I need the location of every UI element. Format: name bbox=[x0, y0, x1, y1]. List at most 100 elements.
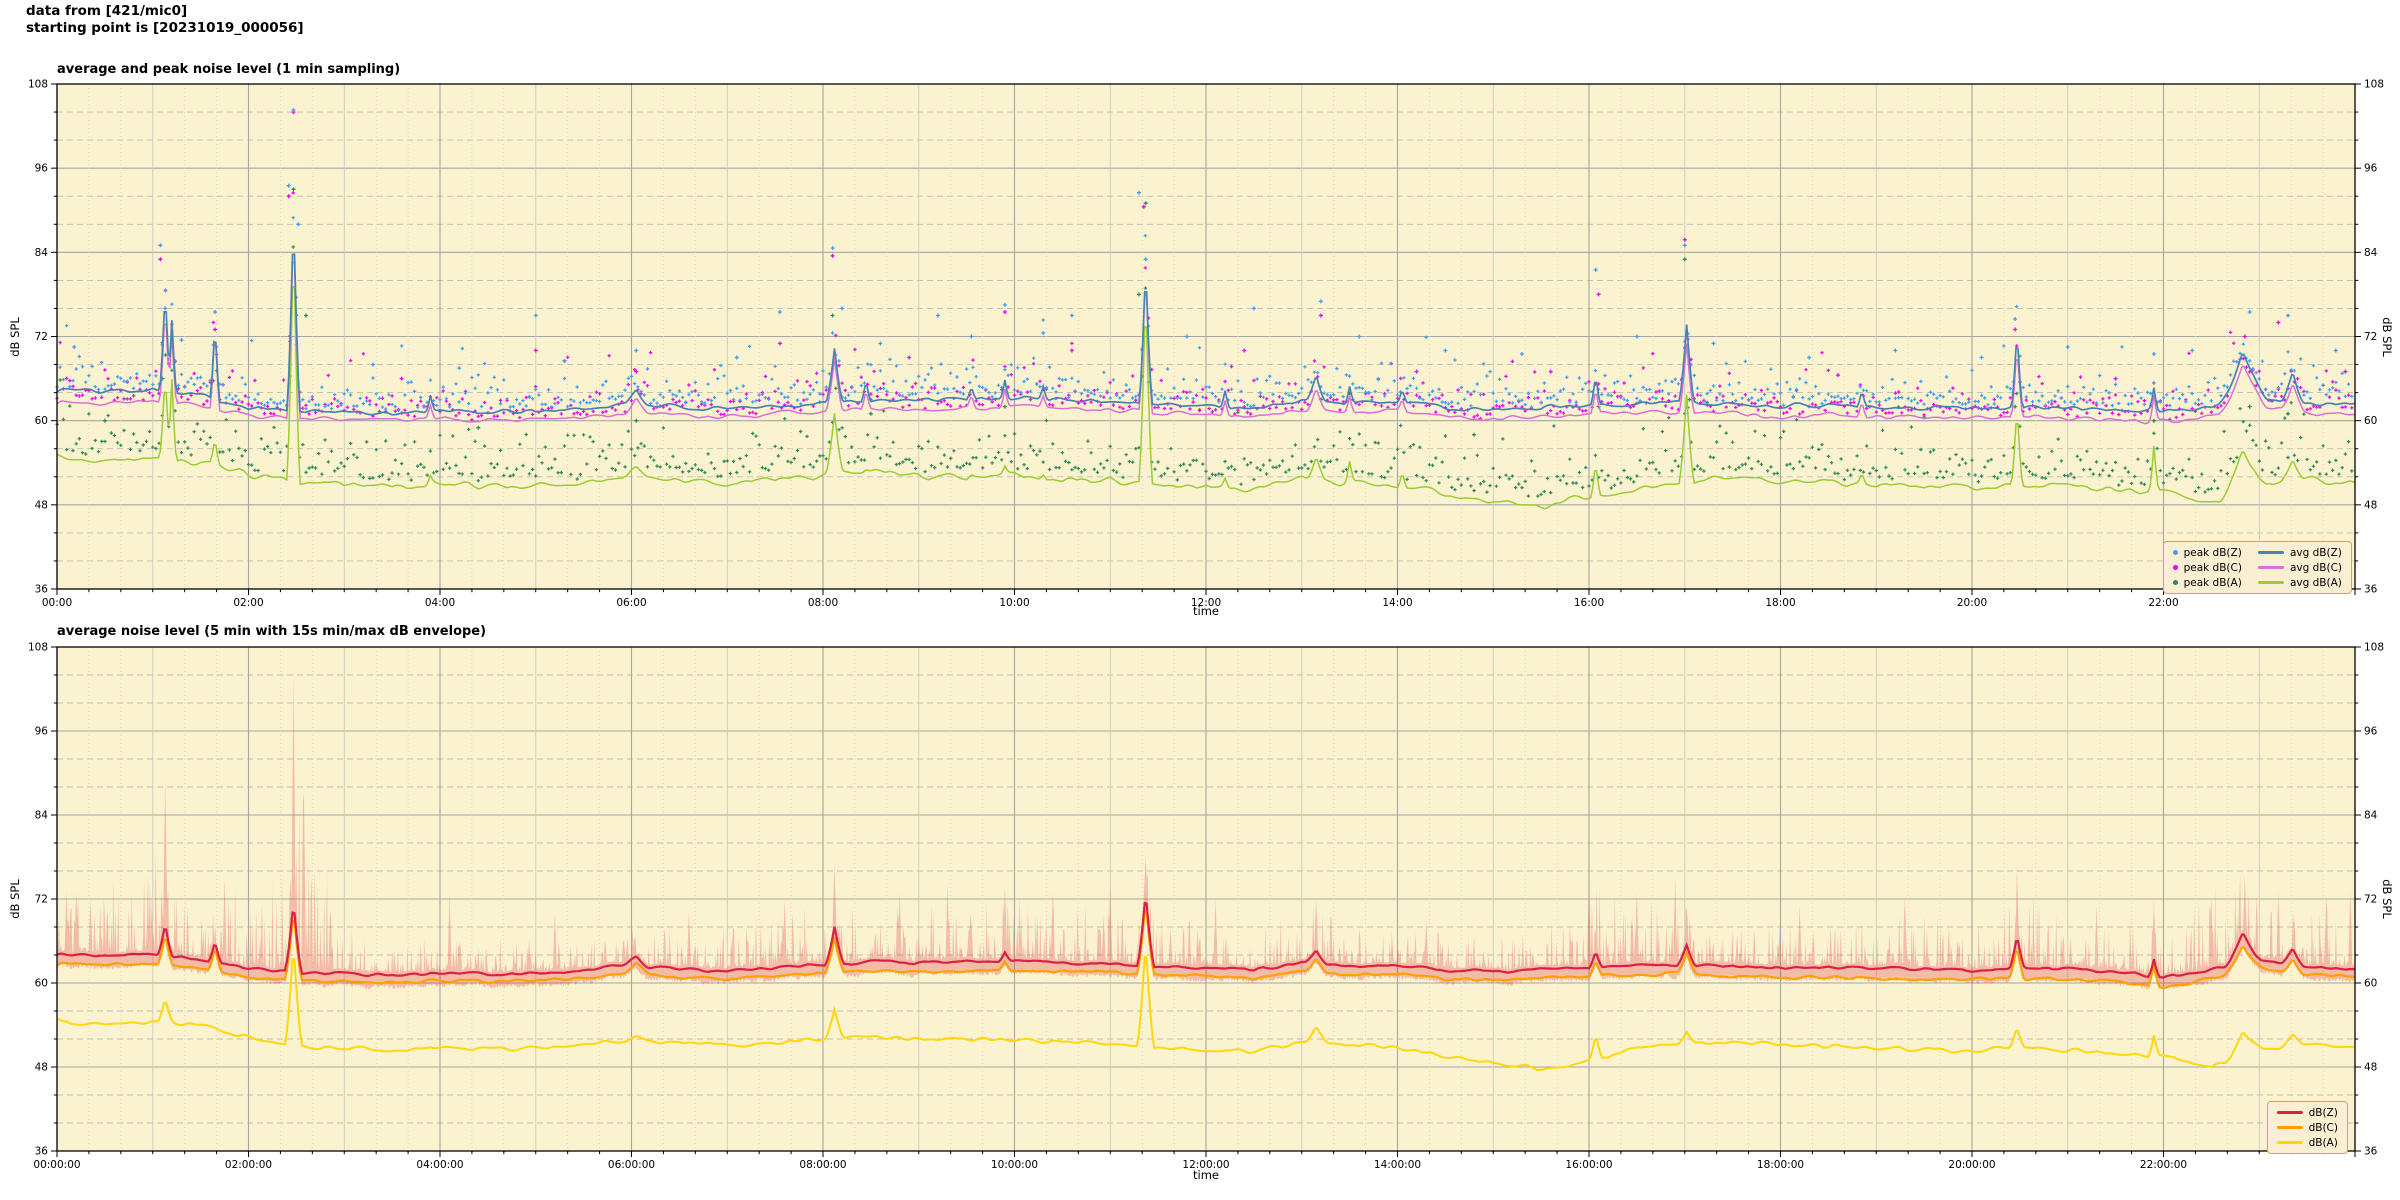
top-yaxis-label-right: dB SPL bbox=[2380, 317, 2394, 357]
y-tick-label: 48 bbox=[35, 499, 48, 511]
legend-marker-line bbox=[2276, 1110, 2303, 1115]
y-tick-label: 48 bbox=[35, 1062, 48, 1074]
y-tick-label: 36 bbox=[2364, 1146, 2378, 1158]
y-tick-label: 72 bbox=[2364, 331, 2377, 343]
legend-item: peak dB(A) bbox=[2172, 575, 2242, 590]
y-tick-label: 108 bbox=[2364, 79, 2384, 91]
y-tick-label: 36 bbox=[2364, 584, 2378, 596]
legend-label: peak dB(C) bbox=[2183, 561, 2242, 574]
legend-marker-dot bbox=[2172, 565, 2178, 570]
legend-item: dB(A) bbox=[2276, 1135, 2338, 1150]
bottom-yaxis-label-left: dB SPL bbox=[8, 879, 22, 919]
y-tick-label: 96 bbox=[35, 163, 49, 175]
legend-label: peak dB(A) bbox=[2183, 576, 2242, 589]
legend-marker-line bbox=[2257, 580, 2284, 585]
x-tick-label: 22:00:00 bbox=[2140, 1159, 2187, 1171]
y-tick-label: 48 bbox=[2364, 1062, 2377, 1074]
y-tick-label: 96 bbox=[2364, 163, 2378, 175]
y-tick-label: 108 bbox=[28, 79, 48, 91]
y-tick-label: 60 bbox=[35, 978, 48, 990]
top-chart-title: average and peak noise level (1 min samp… bbox=[57, 62, 401, 77]
x-tick-label: 10:00:00 bbox=[991, 1159, 1038, 1171]
legend-label: avg dB(C) bbox=[2289, 561, 2342, 574]
legend-marker-line bbox=[2257, 550, 2284, 555]
x-tick-label: 00:00:00 bbox=[33, 1159, 80, 1171]
y-tick-label: 36 bbox=[35, 584, 49, 596]
line-avg-dBA bbox=[56, 285, 2356, 510]
legend-item: peak dB(Z) bbox=[2172, 545, 2242, 560]
y-tick-label: 60 bbox=[35, 415, 48, 427]
x-tick-label: 02:00 bbox=[233, 597, 263, 609]
top-xaxis-label: time bbox=[1193, 604, 1219, 618]
scatter-peak-dBZ-outliers bbox=[72, 108, 2338, 371]
y-tick-label: 84 bbox=[2364, 810, 2378, 822]
legend-item: peak dB(C) bbox=[2172, 560, 2242, 575]
x-tick-label: 08:00:00 bbox=[799, 1159, 846, 1171]
x-tick-label: 20:00:00 bbox=[1948, 1159, 1995, 1171]
y-tick-label: 108 bbox=[28, 642, 48, 654]
x-tick-label: 00:00 bbox=[42, 597, 72, 609]
y-tick-label: 84 bbox=[35, 247, 49, 259]
x-tick-label: 14:00 bbox=[1382, 597, 1412, 609]
x-tick-label: 12:00 bbox=[1191, 597, 1221, 609]
x-tick-label: 06:00 bbox=[616, 597, 646, 609]
x-tick-label: 18:00 bbox=[1765, 597, 1795, 609]
scatter-peak-dBC-outliers bbox=[158, 110, 2348, 381]
legend-label: avg dB(A) bbox=[2289, 576, 2342, 589]
y-tick-label: 72 bbox=[35, 894, 48, 906]
line-dBC bbox=[56, 909, 2355, 990]
x-tick-label: 04:00:00 bbox=[416, 1159, 463, 1171]
y-tick-label: 60 bbox=[2364, 415, 2377, 427]
header-line2: starting point is [20231019_000056] bbox=[26, 19, 304, 36]
legend-item: avg dB(C) bbox=[2257, 560, 2342, 575]
legend-label: dB(A) bbox=[2308, 1136, 2338, 1149]
x-tick-label: 04:00 bbox=[425, 597, 455, 609]
bottom-xaxis-label: time bbox=[1193, 1168, 1219, 1182]
line-avg-dBZ bbox=[56, 253, 2356, 416]
y-tick-label: 72 bbox=[2364, 894, 2377, 906]
x-tick-label: 10:00 bbox=[999, 597, 1029, 609]
bottom-yaxis-label-right: dB SPL bbox=[2380, 879, 2394, 919]
top-chart-legend: peak dB(Z) peak dB(C) peak dB(A) avg dB(Z) a… bbox=[2162, 541, 2352, 594]
line-dBA bbox=[56, 955, 2355, 1072]
x-tick-label: 20:00 bbox=[1957, 597, 1987, 609]
x-tick-label: 12:00:00 bbox=[1182, 1159, 1229, 1171]
legend-marker-line bbox=[2276, 1140, 2303, 1145]
legend-item: avg dB(A) bbox=[2257, 575, 2342, 590]
y-tick-label: 96 bbox=[35, 726, 49, 738]
x-tick-label: 22:00 bbox=[2148, 597, 2178, 609]
legend-label: avg dB(Z) bbox=[2289, 546, 2342, 559]
legend-marker-line bbox=[2257, 565, 2284, 570]
y-tick-label: 48 bbox=[2364, 499, 2377, 511]
legend-label: peak dB(Z) bbox=[2183, 546, 2242, 559]
y-tick-label: 108 bbox=[2364, 642, 2384, 654]
y-tick-label: 84 bbox=[35, 810, 49, 822]
bottom-chart-title: average noise level (5 min with 15s min/… bbox=[57, 624, 487, 639]
legend-item: dB(C) bbox=[2276, 1120, 2338, 1135]
x-tick-label: 16:00:00 bbox=[1565, 1159, 1612, 1171]
y-tick-label: 36 bbox=[35, 1146, 49, 1158]
y-tick-label: 84 bbox=[2364, 247, 2378, 259]
x-tick-label: 14:00:00 bbox=[1374, 1159, 1421, 1171]
bottom-chart-legend: dB(Z) dB(C) dB(A) bbox=[2266, 1101, 2348, 1154]
line-dBZ bbox=[56, 901, 2356, 979]
legend-label: dB(Z) bbox=[2308, 1106, 2338, 1119]
line-avg-dBC bbox=[56, 261, 2356, 425]
x-tick-label: 08:00 bbox=[808, 597, 838, 609]
y-tick-label: 60 bbox=[2364, 978, 2377, 990]
y-tick-label: 96 bbox=[2364, 726, 2378, 738]
header: data from [421/mic0] starting point is [2… bbox=[26, 3, 304, 36]
x-tick-label: 02:00:00 bbox=[225, 1159, 272, 1171]
legend-marker-line bbox=[2276, 1125, 2303, 1130]
header-line1: data from [421/mic0] bbox=[26, 3, 188, 19]
x-tick-label: 06:00:00 bbox=[608, 1159, 655, 1171]
x-tick-label: 16:00 bbox=[1574, 597, 1604, 609]
legend-label: dB(C) bbox=[2308, 1121, 2338, 1134]
legend-marker-dot bbox=[2172, 580, 2178, 585]
x-tick-label: 18:00:00 bbox=[1757, 1159, 1804, 1171]
legend-item: dB(Z) bbox=[2276, 1105, 2338, 1120]
top-yaxis-label-left: dB SPL bbox=[8, 317, 22, 357]
legend-item: avg dB(Z) bbox=[2257, 545, 2342, 560]
y-tick-label: 72 bbox=[35, 331, 48, 343]
